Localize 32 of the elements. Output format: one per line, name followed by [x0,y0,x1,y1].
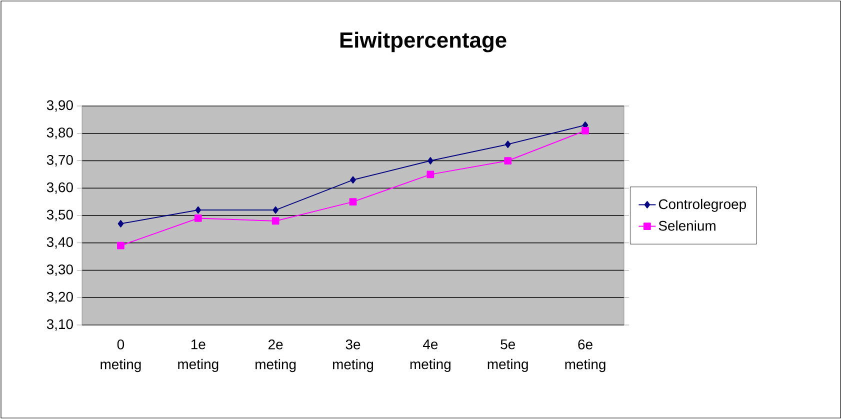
point [504,157,512,164]
point [349,198,357,206]
point [117,242,124,250]
y-tick-label: 3,60 [46,182,73,194]
y-tick-label: 3,90 [46,100,73,112]
y-tick-label: 3,10 [46,319,73,331]
point [118,220,124,228]
legend-label: Selenium [658,220,716,231]
x-tick-label: 4e meting [410,340,450,372]
point [504,140,511,148]
x-tick-label: 5e meting [488,340,528,372]
point [428,157,434,164]
y-tick-label: 3,50 [46,210,73,222]
point [272,206,278,214]
x-tick-label: 3e meting [332,340,374,372]
y-tick-label: 3,40 [46,237,73,249]
point [194,214,202,222]
y-tick-label: 3,30 [46,264,73,276]
point [350,176,356,184]
point [426,170,434,178]
y-tick-label: 3,80 [46,128,73,140]
x-tick-label: 0 meting [100,340,141,372]
x-tick-label: 1e meting [178,340,218,372]
point [582,126,589,134]
chart-title: Eiwitpercentage [340,32,506,52]
y-tick-label: 3,70 [46,154,73,167]
point [272,217,280,225]
point [195,206,202,214]
x-tick-label: 6e meting [565,340,606,372]
x-tick-label: 2e meting [256,340,296,372]
legend-label: Controlegroep [658,198,746,212]
y-tick-label: 3,20 [46,292,73,304]
